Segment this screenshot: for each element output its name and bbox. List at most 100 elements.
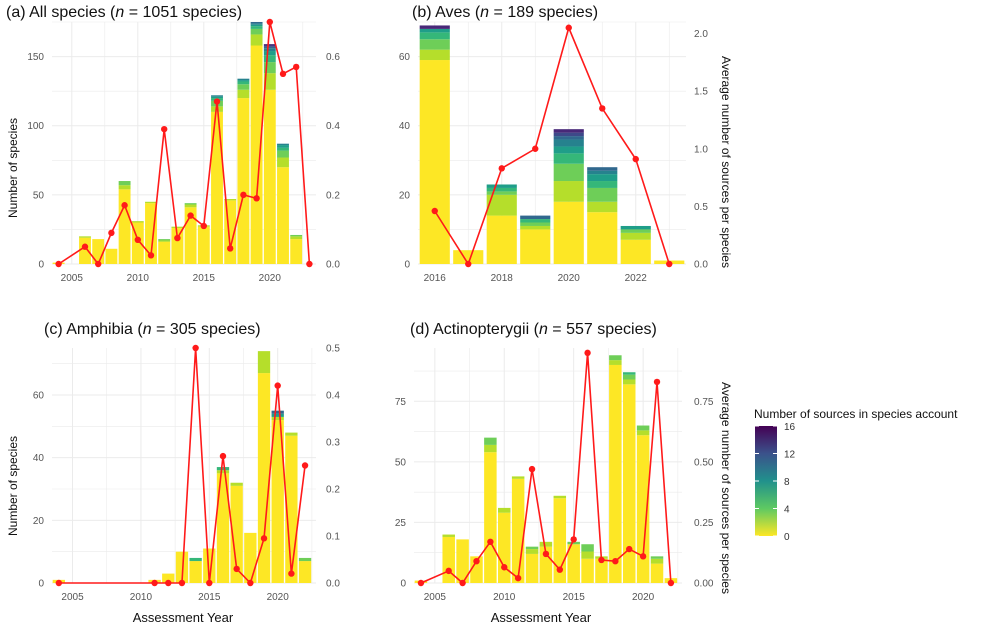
bar-2010 [498, 507, 511, 583]
bar-segment [277, 147, 289, 151]
bar-segment [419, 28, 450, 33]
bar-segment [622, 372, 636, 375]
bar-segment [277, 143, 289, 146]
bar-2022 [290, 234, 303, 264]
title-n: n [115, 4, 124, 21]
bar-segment [486, 184, 517, 188]
bar-segment [419, 25, 450, 29]
bar-segment [650, 558, 664, 564]
bar-segment [511, 476, 525, 479]
y2-tick-label: 0.2 [326, 485, 340, 496]
line-point [667, 579, 675, 587]
bar-2017 [224, 199, 237, 264]
bar-segment [498, 512, 511, 583]
bar-2014 [184, 203, 197, 264]
line-point [445, 567, 452, 575]
bar-segment [92, 239, 105, 264]
line-point [288, 570, 295, 577]
bar-segment [237, 80, 250, 82]
bar-segment [553, 132, 584, 137]
bar-segment [567, 544, 580, 583]
title-n: n [480, 4, 489, 21]
bar-segment [581, 551, 594, 559]
bar-2021 [650, 556, 664, 583]
bar-segment [609, 360, 622, 365]
bar-segment [118, 181, 131, 186]
bar-segment [609, 364, 622, 583]
bar-2015 [197, 225, 210, 264]
panel-title-c: (c) Amphibia (n = 305 species) [44, 321, 261, 338]
bar-segment [498, 507, 511, 513]
line-point [666, 260, 673, 268]
x-axis-label-c: Assessment Year [133, 610, 234, 625]
bar-segment [237, 78, 250, 81]
y-tick-label: 25 [395, 518, 407, 529]
bar-segment [553, 163, 584, 182]
bar-segment [263, 89, 276, 264]
bar-segment [636, 435, 650, 583]
line-point [653, 378, 661, 386]
line-point [81, 243, 89, 250]
bar-segment [587, 181, 618, 188]
bar-2019 [257, 351, 271, 583]
bar-segment [553, 181, 584, 202]
bar-segment [171, 226, 184, 229]
bar-2016 [211, 95, 223, 264]
bar-2013 [171, 226, 184, 264]
bar-segment [250, 26, 263, 29]
legend-tick-label: 12 [784, 450, 796, 461]
bar-2021 [587, 167, 618, 264]
y-ticks-left: 0 20 40 60 [399, 52, 411, 270]
y-axis-label-right-bottom: Average number of sources per species [719, 382, 733, 594]
bar-segment [224, 199, 237, 201]
y-ticks-right: 0.0 0.1 0.2 0.3 0.4 0.5 [326, 344, 340, 590]
y-axis-label-right-top: Average number of sources per species [719, 56, 733, 268]
y-axis-label-left-bottom: Number of species [6, 436, 20, 536]
bar-2022 [620, 225, 651, 264]
x-tick-label: 2015 [193, 273, 216, 284]
bar-2019 [250, 22, 263, 264]
y-ticks-right: 0.00 0.25 0.50 0.75 [694, 397, 714, 590]
bar-segment [277, 150, 289, 158]
y-tick-label: 0 [400, 579, 406, 590]
bar-segment [230, 485, 243, 583]
bar-segment [211, 111, 223, 264]
x-tick-label: 2010 [130, 592, 153, 603]
bar-segment [553, 153, 584, 164]
x-tick-label: 2020 [558, 273, 581, 284]
bar-segment [79, 236, 91, 238]
bar-segment [131, 222, 144, 264]
bar-segment [145, 201, 157, 204]
line-point [55, 260, 62, 268]
y-tick-label: 40 [399, 121, 411, 132]
bar-segment [587, 212, 618, 264]
bar-segment [553, 129, 584, 133]
line-point [121, 202, 128, 209]
bar-segment [277, 157, 289, 168]
bar-segment [622, 379, 636, 385]
bar-segment [620, 232, 651, 240]
line-point [639, 553, 647, 560]
line-point [240, 191, 247, 199]
bar-2018 [244, 532, 257, 583]
y2-tick-label: 1.0 [694, 144, 708, 155]
bar-segment [216, 470, 230, 474]
x-axis-label-d: Assessment Year [491, 610, 592, 625]
bar-segment [520, 219, 551, 223]
bar-segment [263, 46, 276, 49]
bar-segment [263, 45, 276, 47]
bar-segment [189, 557, 202, 562]
line-point [213, 98, 221, 105]
bar-segment [216, 467, 230, 471]
bar-2019 [520, 215, 551, 264]
y2-tick-label: 0.0 [326, 260, 340, 271]
title-n: n [143, 321, 152, 338]
x-ticks: 2005 2010 2015 2020 [424, 592, 655, 603]
x-tick-label: 2005 [61, 273, 84, 284]
bar-segment [484, 437, 497, 445]
x-tick-label: 2020 [259, 273, 282, 284]
bar-segment [237, 98, 250, 264]
bar-segment [484, 452, 497, 583]
bar-2020 [271, 410, 284, 583]
